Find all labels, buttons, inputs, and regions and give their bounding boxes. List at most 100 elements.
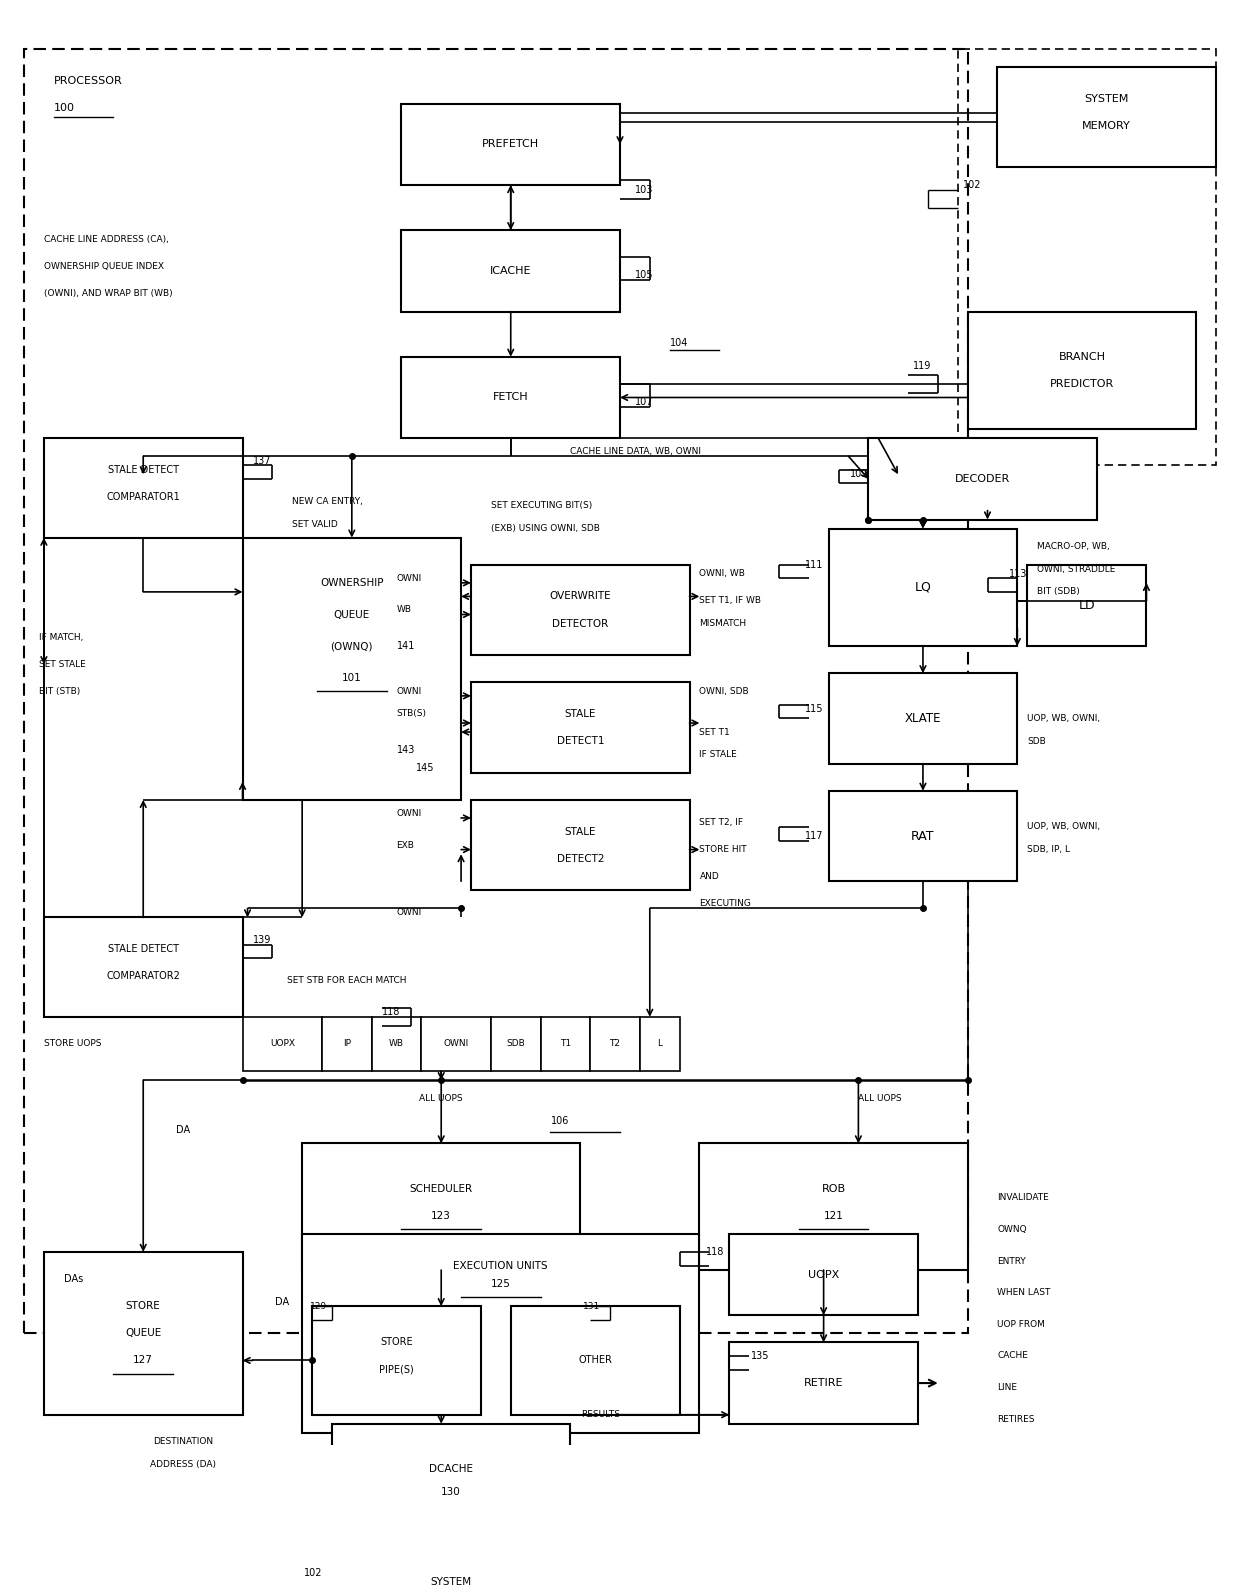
Text: 118: 118 bbox=[706, 1247, 724, 1258]
Bar bbox=[828, 791, 1017, 881]
Bar bbox=[471, 682, 689, 773]
Bar bbox=[997, 67, 1216, 167]
Text: MACRO-OP, WB,: MACRO-OP, WB, bbox=[1037, 542, 1110, 552]
Text: PIPE(S): PIPE(S) bbox=[379, 1364, 414, 1374]
Bar bbox=[24, 49, 967, 1333]
Text: UOPX: UOPX bbox=[270, 1039, 295, 1049]
Text: ALL UOPS: ALL UOPS bbox=[419, 1093, 463, 1103]
Text: OWNERSHIP: OWNERSHIP bbox=[320, 579, 383, 588]
Text: (OWNI), AND WRAP BIT (WB): (OWNI), AND WRAP BIT (WB) bbox=[43, 289, 172, 298]
Text: STALE: STALE bbox=[564, 827, 596, 837]
Text: STORE UOPS: STORE UOPS bbox=[43, 1039, 102, 1049]
Text: 103: 103 bbox=[635, 185, 653, 194]
Text: LINE: LINE bbox=[997, 1384, 1018, 1392]
Text: DESTINATION: DESTINATION bbox=[153, 1438, 213, 1446]
Text: 143: 143 bbox=[397, 744, 415, 756]
Text: 117: 117 bbox=[805, 830, 823, 842]
Text: DAs: DAs bbox=[64, 1274, 83, 1285]
Text: IP: IP bbox=[342, 1039, 351, 1049]
Text: CACHE LINE ADDRESS (CA),: CACHE LINE ADDRESS (CA), bbox=[43, 234, 169, 244]
Text: STB(S): STB(S) bbox=[397, 709, 427, 719]
Text: 137: 137 bbox=[253, 456, 272, 465]
Text: EXECUTING: EXECUTING bbox=[699, 899, 751, 909]
Text: XLATE: XLATE bbox=[905, 713, 941, 725]
Bar bbox=[640, 1017, 680, 1071]
Text: 107: 107 bbox=[635, 397, 653, 406]
Text: CACHE: CACHE bbox=[997, 1352, 1028, 1360]
Text: BIT (SDB): BIT (SDB) bbox=[1037, 588, 1080, 596]
Bar bbox=[43, 1251, 243, 1415]
Text: 104: 104 bbox=[670, 338, 688, 347]
Text: 113: 113 bbox=[1009, 569, 1027, 579]
Text: QUEUE: QUEUE bbox=[125, 1328, 161, 1339]
Text: OTHER: OTHER bbox=[578, 1355, 613, 1366]
Text: PROCESSOR: PROCESSOR bbox=[53, 77, 123, 86]
Text: 118: 118 bbox=[382, 1007, 401, 1017]
Text: 106: 106 bbox=[551, 1116, 569, 1125]
Text: QUEUE: QUEUE bbox=[334, 609, 370, 620]
Text: STALE: STALE bbox=[564, 709, 596, 719]
Text: 145: 145 bbox=[417, 764, 435, 773]
Text: 131: 131 bbox=[583, 1302, 600, 1310]
Text: RETIRES: RETIRES bbox=[997, 1415, 1035, 1423]
Bar bbox=[957, 49, 1216, 465]
Text: SET STB FOR EACH MATCH: SET STB FOR EACH MATCH bbox=[288, 976, 407, 985]
Text: WB: WB bbox=[389, 1039, 404, 1049]
Text: EXECUTION UNITS: EXECUTION UNITS bbox=[454, 1261, 548, 1270]
Bar bbox=[243, 537, 461, 800]
Bar bbox=[303, 1143, 580, 1270]
Text: SCHEDULER: SCHEDULER bbox=[409, 1184, 472, 1194]
Text: ADDRESS (DA): ADDRESS (DA) bbox=[150, 1460, 216, 1470]
Bar bbox=[511, 1305, 680, 1415]
Text: 139: 139 bbox=[253, 936, 270, 945]
Text: (OWNQ): (OWNQ) bbox=[331, 641, 373, 652]
Bar bbox=[43, 918, 243, 1017]
Text: RESULTS: RESULTS bbox=[580, 1411, 620, 1419]
Bar bbox=[471, 564, 689, 655]
Bar bbox=[828, 673, 1017, 764]
Bar bbox=[541, 1017, 590, 1071]
Bar bbox=[402, 104, 620, 185]
Text: 130: 130 bbox=[441, 1487, 461, 1497]
Text: SET T2, IF: SET T2, IF bbox=[699, 818, 744, 827]
Text: STALE DETECT: STALE DETECT bbox=[108, 465, 179, 475]
Bar bbox=[699, 1143, 967, 1270]
Text: SET STALE: SET STALE bbox=[38, 660, 86, 669]
Text: OVERWRITE: OVERWRITE bbox=[549, 591, 611, 601]
Text: 135: 135 bbox=[750, 1352, 769, 1361]
Text: MISMATCH: MISMATCH bbox=[699, 618, 746, 628]
Bar bbox=[332, 1423, 570, 1514]
Text: IF MATCH,: IF MATCH, bbox=[38, 633, 83, 642]
Text: OWNI, WB: OWNI, WB bbox=[699, 569, 745, 579]
Text: STORE HIT: STORE HIT bbox=[699, 845, 746, 854]
Text: STORE: STORE bbox=[381, 1337, 413, 1347]
Text: NEW CA ENTRY,: NEW CA ENTRY, bbox=[293, 497, 363, 505]
Text: COMPARATOR2: COMPARATOR2 bbox=[107, 971, 180, 982]
Text: DECODER: DECODER bbox=[955, 473, 1011, 485]
Text: SET T1, IF WB: SET T1, IF WB bbox=[699, 596, 761, 606]
Text: FETCH: FETCH bbox=[494, 392, 528, 403]
Text: UOP, WB, OWNI,: UOP, WB, OWNI, bbox=[1027, 714, 1100, 724]
Bar bbox=[312, 1305, 481, 1415]
Bar bbox=[402, 357, 620, 438]
Bar bbox=[1027, 564, 1147, 646]
Text: 127: 127 bbox=[133, 1355, 154, 1366]
Text: OWNQ: OWNQ bbox=[997, 1224, 1027, 1234]
Text: 125: 125 bbox=[491, 1278, 511, 1288]
Text: T1: T1 bbox=[559, 1039, 570, 1049]
Text: OWNI: OWNI bbox=[444, 1039, 469, 1049]
Text: WHEN LAST: WHEN LAST bbox=[997, 1288, 1050, 1298]
Text: OWNI: OWNI bbox=[397, 909, 422, 918]
Text: LD: LD bbox=[1079, 599, 1095, 612]
Bar bbox=[422, 1017, 491, 1071]
Bar bbox=[322, 1017, 372, 1071]
Text: T2: T2 bbox=[610, 1039, 620, 1049]
Bar bbox=[590, 1017, 640, 1071]
Bar bbox=[491, 1017, 541, 1071]
Text: SYSTEM: SYSTEM bbox=[1085, 94, 1128, 104]
Text: COMPARATOR1: COMPARATOR1 bbox=[107, 493, 180, 502]
Text: OWNI: OWNI bbox=[397, 808, 422, 818]
Bar bbox=[372, 1017, 422, 1071]
Text: BIT (STB): BIT (STB) bbox=[38, 687, 81, 697]
Text: STALE DETECT: STALE DETECT bbox=[108, 944, 179, 955]
